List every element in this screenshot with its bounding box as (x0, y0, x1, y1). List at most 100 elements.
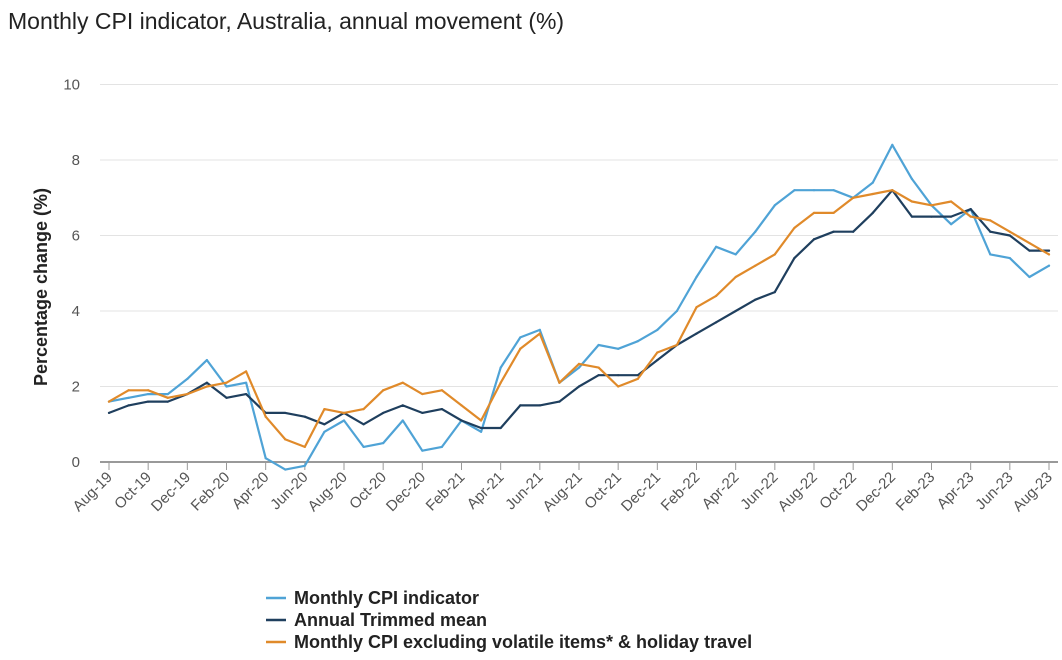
data-point (969, 215, 972, 218)
data-point (538, 328, 541, 331)
data-point (773, 291, 776, 294)
data-point (949, 223, 953, 226)
data-point (166, 396, 169, 399)
data-point (284, 411, 287, 415)
data-point (382, 411, 385, 415)
data-point (695, 306, 698, 309)
data-point (989, 253, 992, 256)
data-point (479, 426, 483, 430)
data-point (323, 430, 326, 433)
data-point (225, 396, 228, 399)
series-line-3 (107, 189, 1051, 448)
data-point (440, 408, 444, 411)
gridlines (100, 84, 1058, 463)
data-point (362, 423, 365, 426)
data-point (401, 419, 404, 422)
y-tick-label: 0 (72, 454, 80, 471)
legend-label: Monthly CPI excluding volatile items* & … (294, 632, 752, 652)
data-point (617, 347, 620, 350)
data-point (127, 404, 130, 407)
x-tick-label: Feb-23 (893, 469, 939, 515)
x-tick-label: Feb-21 (423, 469, 469, 515)
data-point (617, 374, 620, 377)
x-tick-label: Apr-21 (464, 469, 508, 513)
x-tick-label: Dec-22 (853, 469, 899, 515)
data-point (714, 245, 718, 248)
data-point (519, 347, 522, 350)
data-point (205, 385, 209, 388)
data-point (127, 396, 130, 399)
data-point (499, 366, 502, 369)
x-tick-label: Jun-22 (737, 469, 781, 513)
data-point (891, 143, 894, 146)
data-point (440, 389, 444, 392)
data-point (910, 215, 914, 218)
data-point (852, 196, 855, 199)
data-point (852, 230, 855, 233)
data-point (832, 230, 835, 233)
data-point (460, 419, 463, 422)
data-point (421, 411, 424, 415)
x-tick-label: Aug-19 (70, 469, 116, 515)
chart-title: Monthly CPI indicator, Australia, annual… (8, 8, 565, 34)
x-tick-label: Aug-21 (540, 469, 586, 515)
data-point (323, 408, 326, 411)
data-point (812, 189, 816, 192)
data-point (362, 408, 365, 411)
y-tick-label: 10 (63, 77, 80, 94)
data-point (244, 370, 248, 373)
x-tick-label: Apr-22 (699, 469, 743, 513)
data-point (754, 230, 757, 233)
data-point (147, 389, 150, 392)
data-point (910, 177, 914, 180)
x-tick-label: Oct-21 (581, 469, 625, 513)
data-point (949, 215, 953, 218)
data-point (734, 253, 737, 256)
data-point (519, 404, 522, 407)
data-point (186, 392, 189, 396)
data-point (656, 358, 659, 362)
data-point (930, 215, 933, 218)
data-point (636, 377, 639, 381)
data-point (244, 392, 248, 396)
data-point (910, 200, 914, 203)
y-axis-ticks: 0 2 4 6 8 10 (63, 77, 80, 472)
x-tick-label: Feb-22 (658, 469, 704, 515)
y-tick-label: 2 (72, 379, 80, 396)
y-axis-title: Percentage change (%) (31, 188, 51, 386)
data-point (166, 392, 169, 396)
x-axis-ticks: Aug-19Oct-19Dec-19Feb-20Apr-20Jun-20Aug-… (70, 463, 1056, 515)
data-point (949, 200, 953, 203)
data-point (342, 419, 346, 422)
y-tick-label: 6 (72, 228, 80, 245)
data-point (303, 445, 306, 448)
x-tick-label: Aug-22 (775, 469, 821, 515)
x-tick-label: Apr-20 (229, 469, 273, 513)
data-point (617, 385, 620, 388)
x-tick-label: Dec-21 (618, 469, 664, 515)
data-point (832, 211, 835, 214)
x-tick-label: Dec-19 (148, 469, 194, 515)
data-point (597, 374, 600, 377)
data-point (479, 430, 483, 433)
data-point (284, 438, 287, 441)
data-point (479, 419, 483, 422)
data-point (460, 404, 463, 407)
data-point (1047, 264, 1051, 267)
data-point (538, 332, 541, 335)
data-point (382, 442, 385, 445)
data-point (205, 358, 209, 362)
data-point (284, 468, 287, 471)
data-point (675, 309, 679, 313)
series-line-1 (107, 143, 1051, 471)
data-point (558, 381, 561, 384)
data-point (499, 426, 502, 430)
data-point (832, 189, 835, 192)
data-point (891, 189, 894, 192)
data-point (714, 321, 718, 324)
data-point (636, 340, 639, 343)
data-point (107, 400, 111, 403)
data-point (793, 257, 796, 260)
data-point (382, 389, 385, 392)
